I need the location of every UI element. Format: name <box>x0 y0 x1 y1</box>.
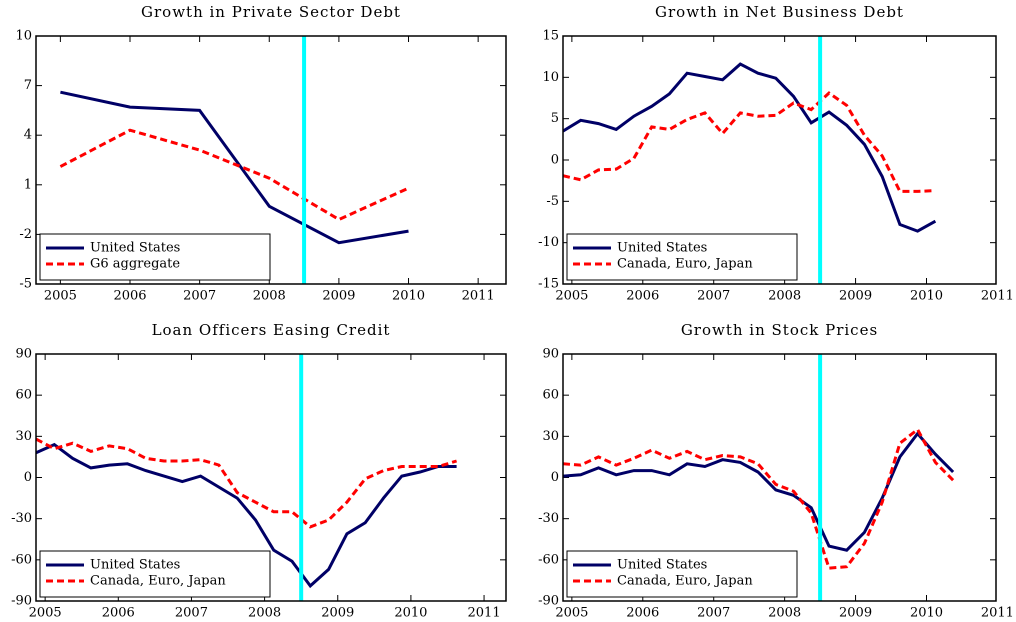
legend-label: United States <box>90 241 180 256</box>
panel-title: Growth in Stock Prices <box>681 321 878 339</box>
series-line <box>563 431 955 552</box>
x-tick-label: 2009 <box>321 606 354 621</box>
plot-frame <box>35 35 507 285</box>
legend-label: United States <box>617 558 707 573</box>
x-tick-label: 2010 <box>392 289 425 304</box>
panel: Growth in Stock Prices -90 -60 -30 0 30 60 90 20… <box>538 321 1014 621</box>
x-tick-label: 2005 <box>555 289 588 304</box>
plot-frame <box>562 35 997 285</box>
x-tick-label: 2005 <box>29 606 62 621</box>
y-tick-label: 1 <box>24 177 32 192</box>
x-tick-label: 2005 <box>555 606 588 621</box>
y-tick-label: 4 <box>24 128 32 143</box>
x-tick-label: 2006 <box>113 289 146 304</box>
y-tick-label: -30 <box>538 511 559 526</box>
y-tick-label: 0 <box>24 470 32 485</box>
legend-box <box>39 550 271 598</box>
x-tick-label: 2011 <box>981 606 1014 621</box>
y-tick-label: 0 <box>551 153 559 168</box>
y-tick-label: 60 <box>15 388 32 403</box>
y-tick-label: -90 <box>11 594 32 609</box>
series-line <box>59 128 410 222</box>
x-tick-label: 2008 <box>768 606 801 621</box>
y-tick-label: -5 <box>19 277 32 292</box>
y-tick-label: 15 <box>542 29 559 44</box>
x-tick-label: 2007 <box>697 289 730 304</box>
panel: Loan Officers Easing Credit -90 -60 -30 0 30 6… <box>11 321 507 621</box>
series-line <box>563 427 955 570</box>
y-tick-label: 30 <box>542 429 559 444</box>
legend-label: Canada, Euro, Japan <box>617 257 753 272</box>
panel-title: Growth in Private Sector Debt <box>141 3 401 21</box>
x-tick-label: 2010 <box>394 606 427 621</box>
y-tick-label: -30 <box>11 511 32 526</box>
panel-title: Growth in Net Business Debt <box>655 3 904 21</box>
x-tick-label: 2007 <box>175 606 208 621</box>
series-line <box>563 91 936 193</box>
y-tick-label: -10 <box>538 235 559 250</box>
y-tick-label: 5 <box>551 111 559 126</box>
y-tick-label: -60 <box>538 552 559 567</box>
panel: Growth in Private Sector Debt -5 -2 1 4 7 10 20… <box>15 3 507 304</box>
x-tick-label: 2008 <box>248 606 281 621</box>
series-line <box>36 437 458 529</box>
y-tick-label: 7 <box>24 78 32 93</box>
panel-title: Loan Officers Easing Credit <box>152 321 391 339</box>
y-tick-label: -5 <box>546 194 559 209</box>
legend-label: G6 aggregate <box>90 257 180 272</box>
panel: Growth in Net Business Debt -15 -10 -5 0 5 10 1… <box>538 3 1014 304</box>
x-tick-label: 2011 <box>981 289 1014 304</box>
x-tick-label: 2009 <box>839 606 872 621</box>
y-tick-label: -90 <box>538 594 559 609</box>
legend-box <box>566 550 798 598</box>
legend-label: Canada, Euro, Japan <box>617 574 753 589</box>
y-tick-label: -2 <box>19 227 32 242</box>
plot-frame <box>35 353 507 602</box>
series-line <box>563 62 937 233</box>
legend-label: Canada, Euro, Japan <box>90 574 226 589</box>
y-tick-label: -15 <box>538 277 559 292</box>
plot-frame <box>562 353 997 602</box>
legend-box <box>566 233 798 281</box>
x-tick-label: 2008 <box>253 289 286 304</box>
y-tick-label: 30 <box>15 429 32 444</box>
legend-label: United States <box>90 558 180 573</box>
x-tick-label: 2007 <box>697 606 730 621</box>
x-tick-label: 2010 <box>910 289 943 304</box>
x-tick-label: 2010 <box>910 606 943 621</box>
y-tick-label: 60 <box>542 388 559 403</box>
x-tick-label: 2006 <box>102 606 135 621</box>
x-tick-label: 2011 <box>468 606 501 621</box>
y-tick-label: 10 <box>542 70 559 85</box>
x-tick-label: 2006 <box>626 289 659 304</box>
y-tick-label: 10 <box>15 29 32 44</box>
x-tick-label: 2005 <box>44 289 77 304</box>
x-tick-label: 2009 <box>322 289 355 304</box>
y-tick-label: -60 <box>11 552 32 567</box>
x-tick-label: 2011 <box>462 289 495 304</box>
legend-label: United States <box>617 241 707 256</box>
y-tick-label: 0 <box>551 470 559 485</box>
series-line <box>60 90 409 245</box>
x-tick-label: 2009 <box>839 289 872 304</box>
legend-box <box>39 233 271 281</box>
series-line <box>36 442 457 589</box>
y-tick-label: 90 <box>15 347 32 362</box>
x-tick-label: 2008 <box>768 289 801 304</box>
x-tick-label: 2006 <box>626 606 659 621</box>
x-tick-label: 2007 <box>183 289 216 304</box>
y-tick-label: 90 <box>542 347 559 362</box>
